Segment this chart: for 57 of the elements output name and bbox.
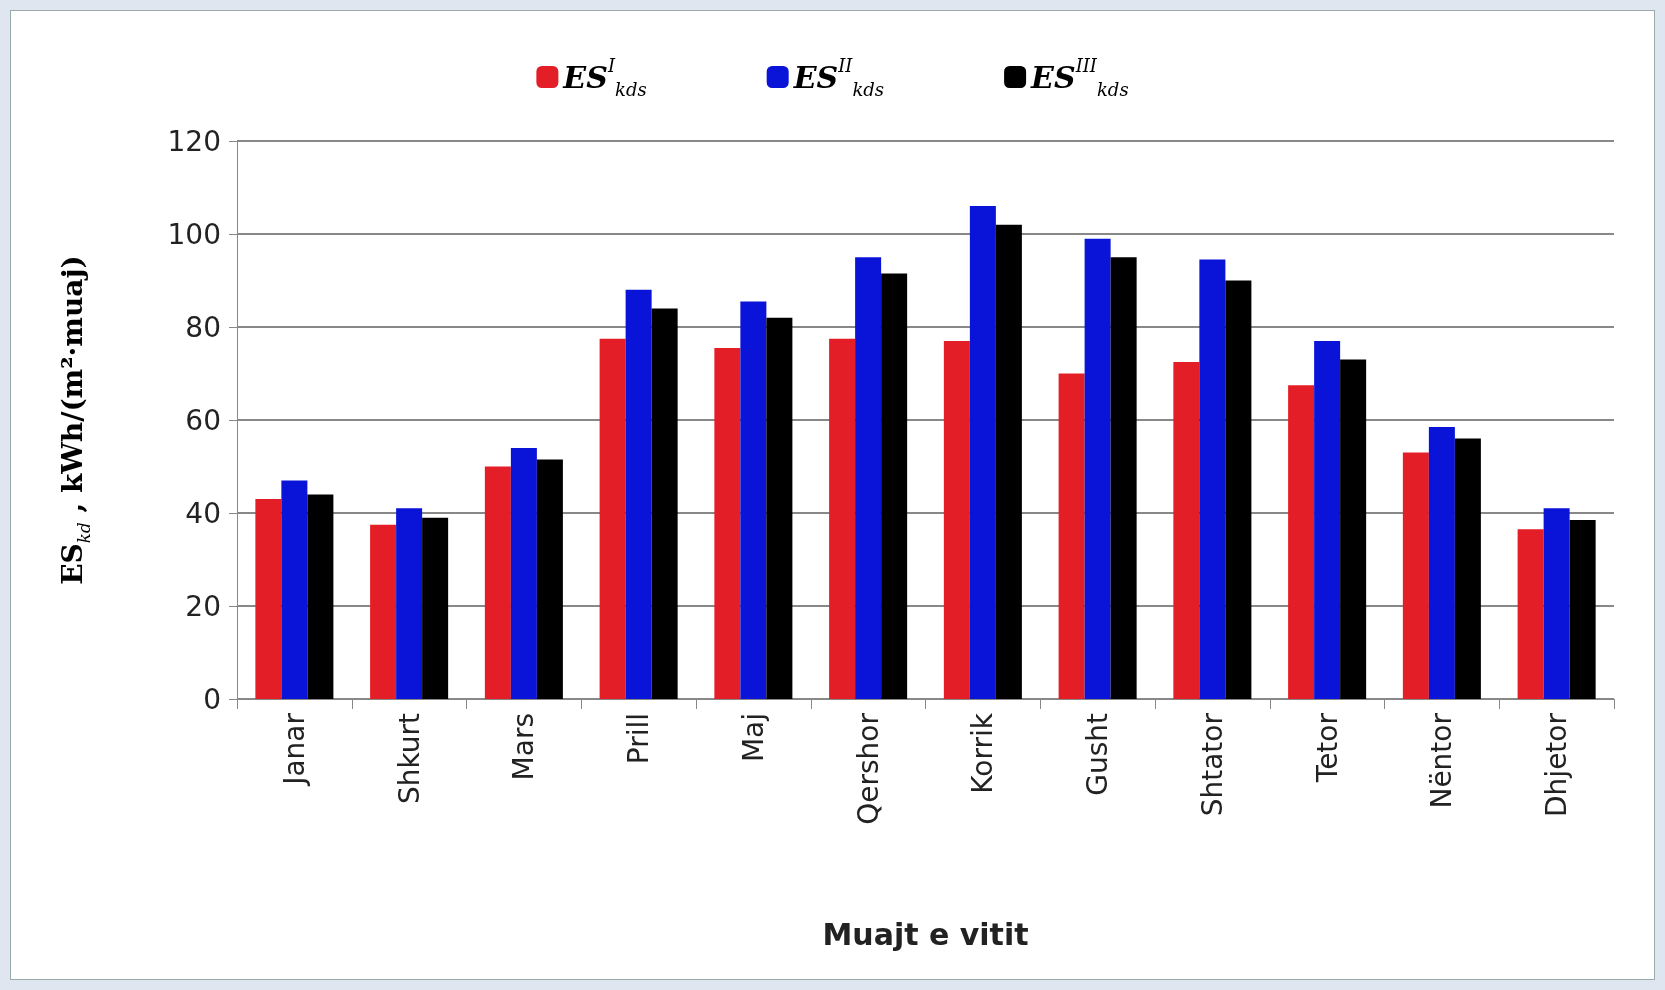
x-tick-label: Dhjetor <box>1540 712 1574 817</box>
bar <box>995 224 1022 699</box>
y-tick-label: 40 <box>185 496 221 530</box>
bar <box>1340 359 1367 699</box>
bar <box>1314 340 1341 699</box>
bar <box>1402 452 1429 699</box>
x-tick-label: Mars <box>507 713 541 781</box>
bar <box>1199 259 1226 699</box>
bar <box>881 273 908 699</box>
bar <box>829 338 856 699</box>
bar <box>1058 373 1085 699</box>
x-tick-label: Nëntor <box>1425 712 1459 809</box>
x-tick-label: Janar <box>277 712 311 787</box>
bar <box>1173 361 1200 699</box>
bar <box>1569 519 1596 699</box>
bar <box>370 524 397 699</box>
y-tick-label: 0 <box>203 682 221 716</box>
x-axis-title: Muajt e vitit <box>822 916 1029 952</box>
x-tick-label: Shtator <box>1195 712 1229 817</box>
y-tick-label: 80 <box>185 310 221 344</box>
bar <box>1288 385 1315 699</box>
bar <box>969 206 996 699</box>
x-tick-label: Tetor <box>1310 712 1344 784</box>
bar <box>625 289 652 699</box>
y-tick-label: 20 <box>185 589 221 623</box>
x-tick-label: Qershor <box>851 712 885 825</box>
x-tick-label: Gusht <box>1081 712 1115 796</box>
bar <box>536 459 563 699</box>
bar <box>1110 257 1137 699</box>
bar <box>1517 529 1544 699</box>
bar <box>1428 426 1455 699</box>
bar <box>281 480 308 699</box>
x-tick-label: Maj <box>736 713 770 763</box>
bar <box>510 447 537 699</box>
bar <box>1225 280 1252 699</box>
x-tick-label: Shkurt <box>392 712 426 805</box>
bar <box>766 317 793 699</box>
bar <box>943 340 970 699</box>
y-tick-label: 120 <box>167 124 221 158</box>
bar <box>396 508 423 699</box>
bar <box>422 517 449 699</box>
bar <box>740 301 767 699</box>
y-tick-label: 100 <box>167 217 221 251</box>
x-tick-label: Korrik <box>966 712 1000 794</box>
bar <box>255 499 282 699</box>
bar <box>1454 438 1481 699</box>
bar <box>599 338 626 699</box>
bar <box>651 308 678 699</box>
bar <box>307 494 334 699</box>
y-tick-label: 60 <box>185 403 221 437</box>
y-axis-title: ESkd , kWh/(m²·muaj) <box>55 255 94 585</box>
bar <box>1084 238 1111 699</box>
x-tick-label: Prill <box>622 713 656 765</box>
bar <box>1543 508 1570 699</box>
bar <box>484 466 511 699</box>
bar <box>714 347 741 699</box>
bar <box>855 257 882 699</box>
